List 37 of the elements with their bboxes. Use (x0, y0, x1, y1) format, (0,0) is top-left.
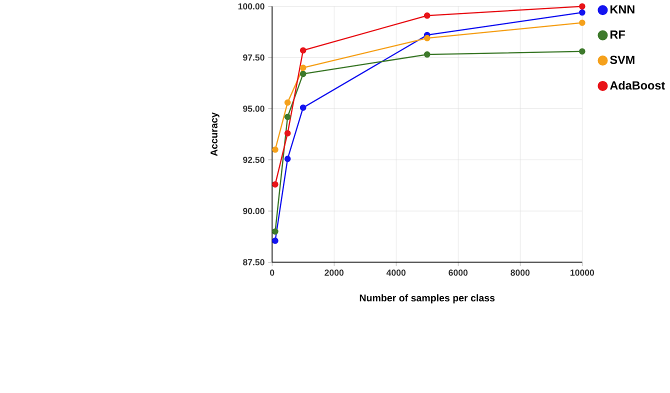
point (284, 100, 291, 106)
x-tick-label: 0 (270, 270, 274, 276)
y-tick-label: 100.00 (238, 3, 264, 10)
point (579, 9, 586, 16)
legend-label: AdaBoost (610, 81, 665, 90)
point (579, 48, 586, 55)
point (284, 156, 291, 162)
legend-label: SVM (610, 56, 634, 64)
legend-label: KNN (610, 6, 634, 14)
x-axis-title: Number of samples per class (360, 294, 495, 304)
point (424, 35, 430, 42)
point (300, 64, 306, 72)
point (424, 12, 430, 19)
y-tick-label: 97.50 (243, 54, 264, 61)
point (272, 238, 278, 244)
y-tick-label: 87.50 (243, 259, 264, 266)
point (284, 114, 291, 120)
y-tick-label: 90.00 (243, 208, 264, 214)
y-axis-title: Accuracy (210, 112, 220, 156)
point (300, 47, 306, 54)
x-tick-label: 4000 (386, 270, 406, 276)
x-tick-label: 8000 (510, 270, 530, 276)
point (300, 70, 306, 78)
point (300, 104, 306, 112)
y-tick-label: 92.50 (243, 156, 264, 164)
point (272, 228, 278, 235)
point (579, 20, 586, 26)
x-tick-label: 6000 (448, 270, 468, 276)
point (272, 146, 278, 153)
legend-label: RF (610, 30, 625, 39)
point (284, 130, 291, 137)
point (272, 181, 278, 188)
x-tick-label: 10000 (570, 270, 594, 276)
y-tick-label: 95.00 (243, 106, 264, 112)
x-tick-label: 2000 (324, 270, 344, 276)
point (579, 3, 586, 10)
point (424, 51, 430, 58)
